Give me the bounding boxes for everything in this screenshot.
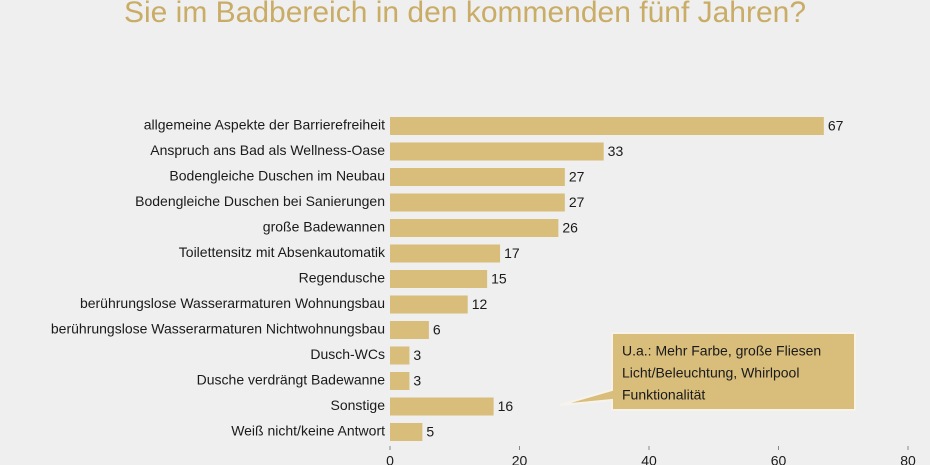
y-tick-label: Toilettensitz mit Absenkautomatik	[179, 244, 386, 260]
bar	[390, 346, 410, 365]
value-label: 3	[413, 347, 421, 363]
y-tick-label: Dusch-WCs	[310, 346, 385, 362]
value-label: 67	[828, 118, 844, 134]
value-label: 16	[498, 398, 514, 414]
y-tick-label: Sonstige	[331, 397, 386, 413]
value-label: 5	[426, 424, 434, 440]
bar	[390, 423, 423, 441]
bar	[390, 193, 565, 212]
bar	[390, 321, 429, 339]
y-tick-label: allgemeine Aspekte der Barrierefreiheit	[144, 117, 385, 133]
value-label: 33	[608, 143, 624, 159]
annotation-text: Funktionalität	[622, 387, 705, 403]
y-tick-label: berührungslose Wasserarmaturen Wohnungsb…	[80, 295, 385, 311]
annotation-text: Licht/Beleuchtung, Whirlpool	[622, 365, 799, 381]
bar	[390, 142, 604, 161]
value-label: 27	[569, 194, 585, 210]
y-tick-label: Bodengleiche Duschen bei Sanierungen	[135, 193, 385, 209]
x-tick-label: 60	[771, 453, 787, 465]
y-tick-label: Weiß nicht/keine Antwort	[231, 423, 385, 439]
bar	[390, 372, 410, 390]
x-tick-label: 0	[386, 453, 394, 465]
x-tick-label: 80	[900, 453, 916, 465]
value-label: 3	[413, 373, 421, 389]
bar	[390, 397, 494, 416]
bar	[390, 168, 565, 186]
value-label: 12	[472, 296, 488, 312]
x-tick-label: 40	[641, 453, 657, 465]
value-label: 6	[433, 322, 441, 338]
y-tick-label: Bodengleiche Duschen im Neubau	[169, 168, 385, 184]
y-tick-label: Dusche verdrängt Badewanne	[197, 372, 386, 388]
bar	[390, 117, 824, 135]
x-tick-label: 20	[512, 453, 528, 465]
bar	[390, 244, 501, 263]
y-tick-label: berührungslose Wasserarmaturen Nichtwohn…	[51, 321, 385, 337]
value-label: 15	[491, 271, 507, 287]
bar	[390, 219, 559, 237]
bar	[390, 295, 468, 314]
bar	[390, 270, 488, 288]
y-tick-label: Regendusche	[299, 270, 386, 286]
chart-title: Sie im Badbereich in den kommenden fünf …	[124, 0, 806, 29]
y-tick-label: Anspruch ans Bad als Wellness-Oase	[150, 142, 385, 158]
value-label: 26	[562, 220, 578, 236]
value-label: 27	[569, 169, 585, 185]
y-tick-label: große Badewannen	[263, 219, 385, 235]
annotation-text: U.a.: Mehr Farbe, große Fliesen	[622, 343, 821, 359]
annotation-box	[559, 332, 856, 411]
value-label: 17	[504, 245, 520, 261]
